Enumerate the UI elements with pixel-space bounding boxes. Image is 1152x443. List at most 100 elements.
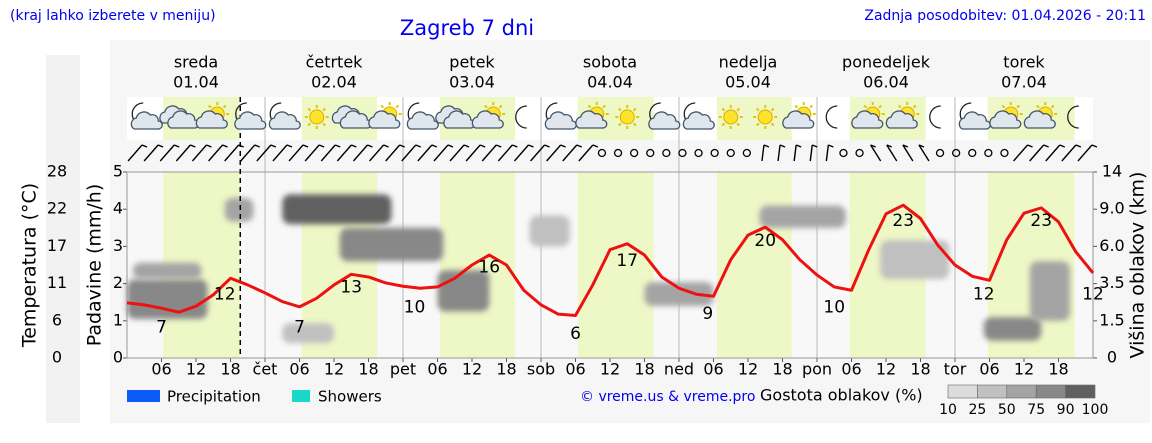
sun-ray — [898, 104, 902, 109]
sun-ray — [756, 122, 760, 127]
sun — [619, 109, 635, 125]
wind-barb — [886, 144, 898, 162]
wind-barb — [224, 144, 240, 162]
wind-barb — [809, 144, 813, 162]
wind-barb-flag — [222, 144, 228, 148]
wind-barb-flag — [560, 144, 566, 148]
wind-barb — [272, 144, 288, 162]
cloud-icon — [648, 111, 681, 130]
wind-barb — [127, 144, 143, 162]
x-tick-label: 12 — [876, 360, 896, 379]
wind-barb-flag — [1075, 144, 1082, 148]
cloud-area — [132, 262, 202, 280]
wind-barb-flag — [270, 144, 277, 148]
precip-tick-label: 4 — [113, 199, 123, 218]
precip-tick-label: 1 — [113, 310, 123, 329]
precip-tick-label: 3 — [113, 236, 123, 255]
wind-barb — [336, 144, 352, 162]
wind-barb-flag — [544, 144, 550, 148]
wind-barb-flag — [763, 144, 770, 148]
temperature-line — [126, 203, 1095, 317]
wind-calm — [1000, 148, 1009, 158]
sun-ray — [222, 104, 227, 109]
day-name: nedelja — [719, 53, 778, 72]
sun-ray — [770, 122, 775, 127]
wind-calm — [678, 148, 687, 158]
temp-tick-label: 11 — [47, 273, 67, 292]
wind-barb — [761, 144, 765, 162]
legend-swatch — [127, 390, 160, 402]
day-name: četrtek — [306, 53, 364, 72]
day-name: torek — [1003, 53, 1045, 72]
wind-barb-flag — [592, 144, 599, 148]
wind-barb — [513, 144, 529, 162]
cloud-scale-box — [1006, 384, 1037, 399]
wind-barb — [793, 144, 797, 162]
wind-barb-flag — [141, 144, 148, 148]
temp-tick-label: 0 — [52, 348, 62, 367]
cloud-tick-label: 1.5 — [1099, 310, 1124, 329]
update-time: Zadnja posodobitev: 01.04.2026 - 20:11 — [864, 8, 1146, 24]
temp-label: 7 — [294, 318, 305, 338]
wind-barb — [497, 144, 513, 162]
x-tick-label: čet — [253, 360, 278, 379]
wind-barb-flag — [779, 144, 786, 148]
x-tick-label: 06 — [703, 360, 723, 379]
sun-ray — [632, 107, 637, 112]
temp-label: 12 — [973, 284, 995, 304]
x-tick-label: ned — [664, 360, 694, 379]
temp-tick-label: 28 — [47, 162, 67, 181]
temp-label: 17 — [616, 251, 638, 271]
moon — [929, 105, 941, 129]
sun-ray — [307, 122, 312, 127]
wind-barb — [1061, 144, 1077, 162]
temp-label: 12 — [214, 284, 236, 304]
x-tick-label: 06 — [289, 360, 309, 379]
sun-ray — [1001, 104, 1006, 109]
wind-calm — [597, 148, 607, 158]
sun — [757, 109, 773, 125]
wind-calm — [984, 148, 993, 158]
wind-barb-flag — [173, 144, 180, 148]
cloud-icon — [406, 111, 439, 130]
wind-barb-flag — [1059, 144, 1066, 148]
temp-label: 7 — [156, 318, 167, 338]
wind-barb — [870, 144, 882, 162]
sun-ray — [618, 107, 622, 112]
x-tick-label: 12 — [186, 360, 206, 379]
wind-barb-flag — [367, 144, 373, 148]
wind-barb — [191, 144, 207, 162]
sun-ray — [618, 122, 622, 127]
wind-barb — [481, 144, 497, 162]
x-tick-label: sob — [527, 360, 555, 379]
wind-barb — [369, 144, 385, 162]
wind-barb — [1045, 144, 1061, 162]
sun-ray — [307, 107, 312, 112]
wind-calm — [855, 148, 864, 158]
daylight-band — [439, 172, 516, 358]
cloud-area — [759, 205, 846, 228]
wind-barb-flag — [334, 144, 341, 148]
x-tick-label: 12 — [600, 360, 620, 379]
cloud-area — [529, 215, 570, 247]
sun-ray — [1036, 104, 1040, 109]
cloud-scale-label: 10 — [939, 402, 957, 418]
day-date: 06.04 — [863, 73, 909, 92]
temp-label: 6 — [570, 324, 581, 344]
plot-frame — [126, 171, 1094, 359]
cloud-scale-label: 25 — [968, 402, 986, 418]
left-strip — [46, 55, 80, 423]
wind-barb — [304, 144, 320, 162]
wind-barb — [918, 144, 930, 162]
cloud-icon — [575, 110, 608, 129]
cloud-area — [339, 227, 444, 262]
sun-ray — [395, 104, 399, 109]
temp-axis-label: Temperatura (°C) — [19, 183, 41, 348]
temp-label: 9 — [702, 304, 713, 324]
wind-barb-flag — [811, 144, 818, 148]
x-tick-label: 12 — [324, 360, 344, 379]
temp-tick-label: 22 — [47, 199, 67, 218]
x-tick-label: 12 — [1014, 360, 1034, 379]
temp-label: 23 — [1030, 211, 1052, 231]
moon — [1067, 105, 1079, 129]
